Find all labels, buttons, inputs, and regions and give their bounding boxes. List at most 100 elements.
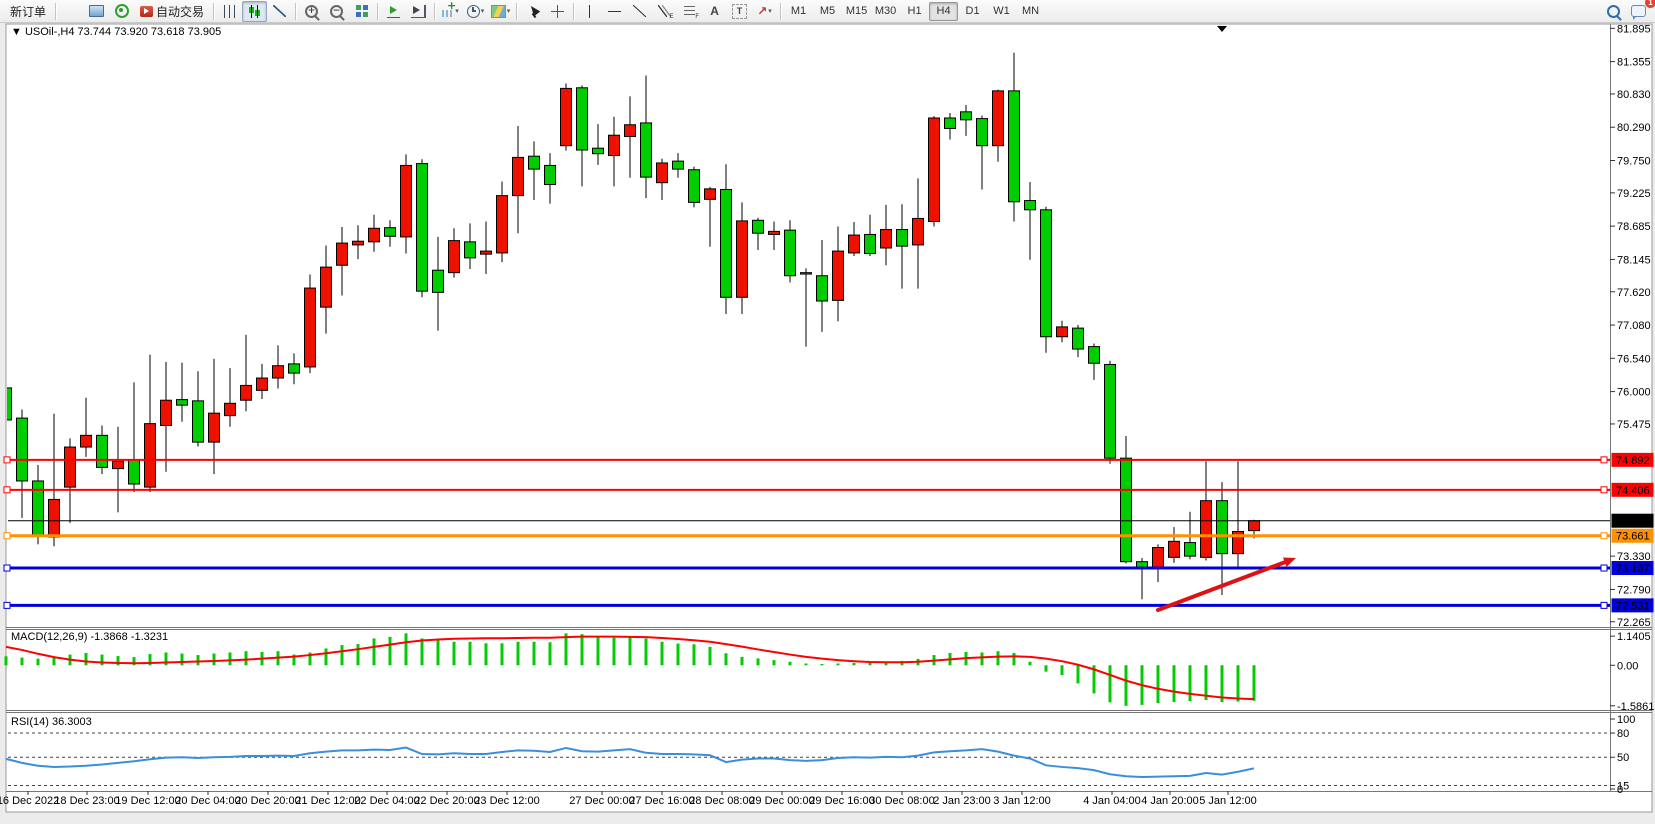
line-handle[interactable] <box>1600 564 1608 572</box>
price-label-text: 73.905 <box>1616 516 1650 528</box>
candle <box>64 446 76 488</box>
cursor-icon[interactable] <box>520 1 545 22</box>
toolbar-separator <box>516 2 518 20</box>
fibonacci-icon[interactable] <box>677 1 702 22</box>
line-handle[interactable] <box>3 532 11 540</box>
tile-windows-icon <box>355 5 368 17</box>
chart-shift-icon[interactable] <box>406 1 431 22</box>
periods-icon <box>466 4 480 18</box>
toolbar: 新订单 自动交易 +− ▾ ▾ ▾ ▾ M1 M5 M15 M30 H1 H4 D1 W1 MN 1 <box>0 0 1655 23</box>
horizontal-line-icon[interactable] <box>602 1 627 22</box>
candle <box>720 188 732 298</box>
bar-chart-icon[interactable] <box>217 1 242 22</box>
trendline-icon[interactable] <box>627 1 652 22</box>
time-tick-label: 20 Dec 04:00 <box>175 795 240 807</box>
tile-windows-icon[interactable] <box>349 1 374 22</box>
rsi-tick-label: 0 <box>1617 784 1623 796</box>
price-label-box <box>1611 513 1654 528</box>
arrows-icon <box>757 2 767 20</box>
price-label-text: 73.137 <box>1616 563 1650 575</box>
crosshair-icon[interactable] <box>545 1 570 22</box>
candle <box>288 363 300 374</box>
autotrading-button[interactable]: 自动交易 <box>134 1 210 22</box>
candle <box>1056 326 1068 338</box>
candle <box>224 402 236 417</box>
templates-icon <box>490 4 506 18</box>
line-handle[interactable] <box>3 564 11 572</box>
horizontal-line-icon <box>608 5 622 17</box>
equidistant-channel-icon[interactable] <box>652 1 677 22</box>
line-chart-icon[interactable] <box>267 1 292 22</box>
symbol-title[interactable]: ▼ USOil-,H4 73.744 73.920 73.618 73.905 <box>11 26 221 38</box>
rsi-tick-label: 80 <box>1617 728 1629 740</box>
candle <box>896 229 908 247</box>
toolbar-separator <box>55 2 57 20</box>
zoom-out-icon[interactable]: − <box>324 1 349 22</box>
trend-arrow-head[interactable] <box>1283 557 1296 567</box>
toolbar-separator <box>295 2 297 20</box>
market-watch-icon[interactable] <box>59 1 84 22</box>
timeframe-w1-button[interactable]: W1 <box>993 5 1010 17</box>
text-icon[interactable] <box>702 1 727 22</box>
timeframe-h1-button[interactable]: H1 <box>907 5 922 17</box>
price-tick-label: 79.750 <box>1617 155 1651 167</box>
chart-shift-icon <box>411 4 427 18</box>
line-handle[interactable] <box>1600 532 1608 540</box>
timeframe-d1-button[interactable]: D1 <box>965 5 980 17</box>
time-tick-label: 19 Dec 12:00 <box>115 795 180 807</box>
candlestick-chart-icon <box>248 4 261 18</box>
signal-icon[interactable] <box>109 1 134 22</box>
chart-shift-marker[interactable] <box>1217 26 1227 32</box>
indicators-icon[interactable]: ▾ <box>438 0 463 22</box>
templates-icon[interactable]: ▾ <box>488 1 513 22</box>
price-tick-label: 77.080 <box>1617 320 1651 332</box>
time-tick-label: 16 Dec 2022 <box>0 795 59 807</box>
line-handle[interactable] <box>1600 601 1608 609</box>
line-handle[interactable] <box>1600 456 1608 464</box>
text-label-icon[interactable] <box>727 1 752 22</box>
notifications-icon[interactable]: 1 <box>1626 0 1655 22</box>
candle <box>624 124 636 137</box>
timeframe-m30-button[interactable]: M30 <box>874 5 897 17</box>
crosshair-icon <box>551 4 565 18</box>
line-handle[interactable] <box>3 601 11 609</box>
line-handle[interactable] <box>3 486 11 494</box>
periods-icon[interactable]: ▾ <box>463 1 488 22</box>
zoom-in-icon[interactable]: + <box>299 1 324 22</box>
search-icon[interactable] <box>1601 1 1626 22</box>
timeframe-m1-button[interactable]: M1 <box>790 5 807 17</box>
time-tick-label: 22 Dec 20:00 <box>414 795 479 807</box>
trendline-icon <box>633 5 647 17</box>
candle <box>976 118 988 147</box>
arrows-icon[interactable]: ▾ <box>752 1 777 22</box>
vertical-line-icon[interactable] <box>577 1 602 22</box>
candle <box>1184 542 1196 557</box>
price-axis: 81.895 81.355 80.830 80.290 79.750 79.225 78.6… <box>1610 23 1651 629</box>
rsi-label: RSI(14) 36.3003 <box>11 716 92 728</box>
timeframe-m5-button[interactable]: M5 <box>819 5 836 17</box>
candle <box>672 160 684 170</box>
timeframe-mn-button[interactable]: MN <box>1021 5 1040 17</box>
line-handle[interactable] <box>3 456 11 464</box>
candle <box>112 460 124 470</box>
candle <box>448 240 460 274</box>
trend-arrow-annotation[interactable] <box>1156 560 1287 612</box>
timeframe-m15-button[interactable]: M15 <box>845 5 868 17</box>
new-order-button[interactable]: 新订单 <box>4 1 52 22</box>
price-tick-label: 78.685 <box>1617 221 1651 233</box>
candle <box>1040 209 1052 338</box>
autotrading-icon <box>140 5 154 17</box>
candle <box>80 434 92 448</box>
candle <box>48 498 60 538</box>
price-tick-label: 80.290 <box>1617 122 1651 134</box>
text-icon <box>710 2 719 20</box>
navigator-icon[interactable] <box>84 1 109 22</box>
timeframe-h4-button[interactable]: H4 <box>929 1 959 21</box>
candlestick-chart-icon[interactable] <box>242 0 268 22</box>
candle <box>560 87 572 147</box>
line-handle[interactable] <box>1600 486 1608 494</box>
candle <box>1200 500 1212 558</box>
autoscroll-icon[interactable] <box>381 1 406 22</box>
candle <box>160 399 172 426</box>
